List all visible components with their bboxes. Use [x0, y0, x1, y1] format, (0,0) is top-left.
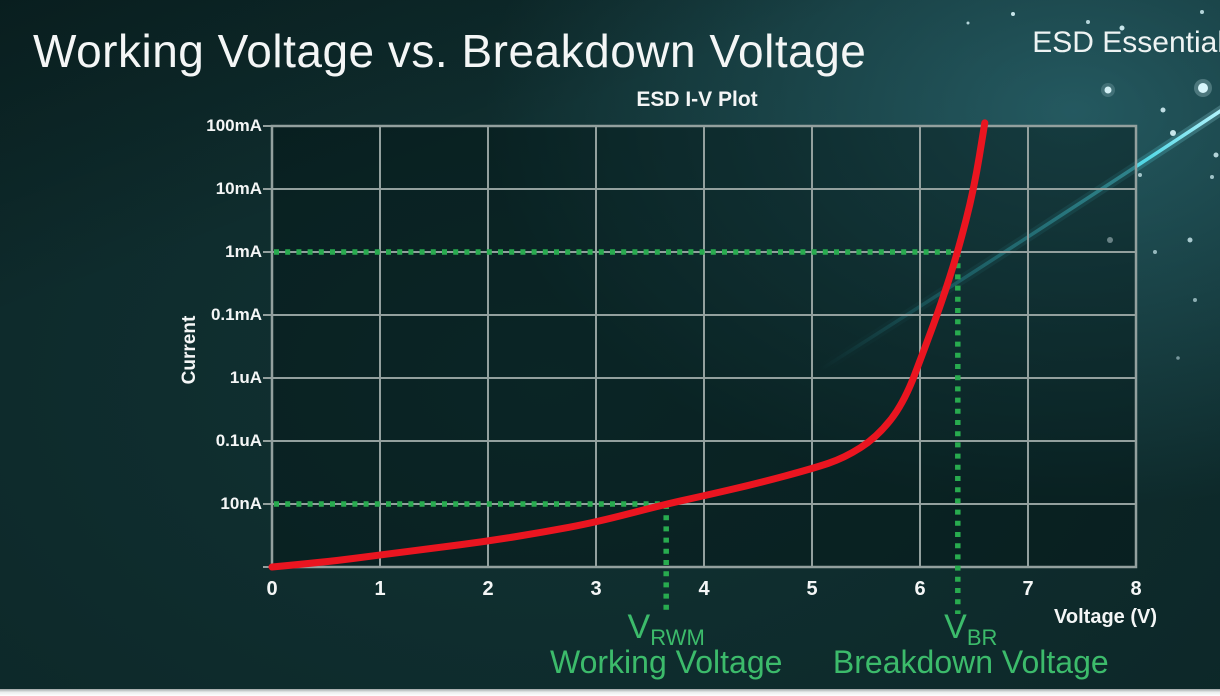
y-tick-label: 1uA	[229, 368, 262, 387]
x-tick-label: 2	[482, 578, 494, 600]
y-tick-label: 1mA	[225, 242, 262, 261]
x-tick-label: 6	[914, 578, 926, 600]
x-tick-label: 3	[590, 578, 602, 600]
breakdown-voltage-symbol: VBR	[944, 608, 998, 650]
particles	[966, 10, 1219, 360]
y-tick-label: 0.1mA	[210, 305, 262, 324]
y-tick-label: 10mA	[215, 179, 262, 198]
page-title: Working Voltage vs. Breakdown Voltage	[33, 25, 867, 77]
y-tick-label: 0.1uA	[215, 431, 262, 450]
swoosh-line	[819, 109, 1220, 372]
y-tick-label: 100mA	[206, 116, 262, 135]
x-tick-label: 7	[1022, 578, 1034, 600]
working-voltage-symbol: VRWM	[627, 608, 705, 650]
y-tick-label: 10nA	[220, 494, 262, 513]
y-axis-title: Current	[179, 315, 200, 385]
working-voltage-caption: Working Voltage	[549, 644, 783, 680]
breakdown-voltage-caption: Breakdown Voltage	[832, 644, 1109, 680]
x-tick-label: 4	[698, 578, 710, 600]
chart-title: ESD I-V Plot	[636, 88, 758, 111]
bottom-strip	[0, 689, 1220, 696]
x-tick-label: 1	[374, 578, 386, 600]
x-tick-label: 0	[266, 578, 278, 600]
x-tick-label: 5	[806, 578, 818, 600]
brand-text: ESD Essential	[1032, 26, 1220, 59]
x-axis-title: Voltage (V)	[1054, 606, 1157, 628]
x-tick-label: 8	[1130, 578, 1142, 600]
iv-curve	[268, 119, 989, 571]
